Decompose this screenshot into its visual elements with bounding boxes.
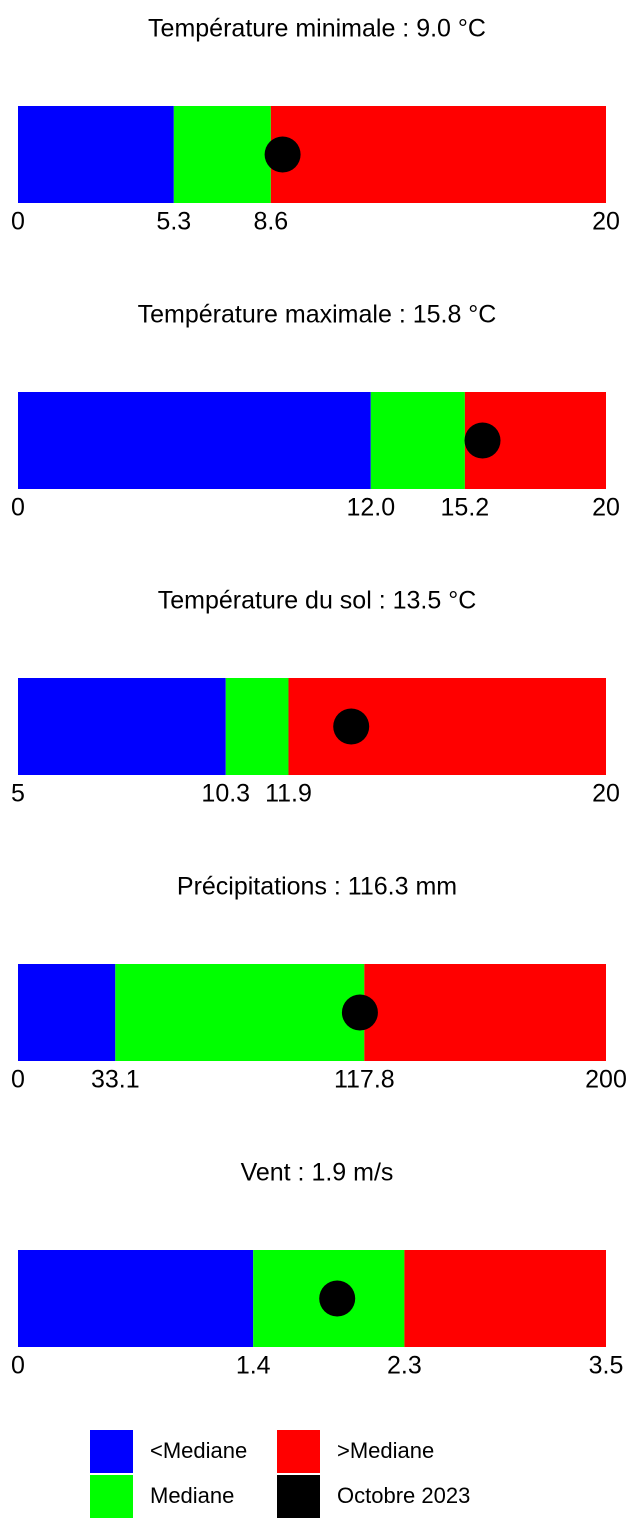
x-tick-label: 8.6 [253,208,288,236]
x-tick-label: 11.9 [265,780,312,808]
legend-label: Octobre 2023 [337,1483,470,1508]
range-segment [18,392,371,489]
range-segment [364,964,606,1061]
range-segment [18,678,226,775]
x-tick-label: 10.3 [201,780,250,808]
range-segment [173,106,271,203]
x-tick-label: 15.2 [441,494,490,522]
value-marker [341,994,378,1031]
panel-title: Précipitations : 116.3 mm [177,873,457,901]
range-segment [270,106,606,203]
legend-label: >Mediane [337,1438,434,1463]
x-tick-label: 20 [592,780,620,808]
x-tick-label: 0 [11,1352,25,1380]
x-tick-label: 2.3 [387,1352,422,1380]
value-marker [333,708,370,745]
value-marker [319,1280,356,1317]
panel-title: Température du sol : 13.5 °C [158,587,477,615]
x-tick-label: 200 [585,1066,627,1094]
range-segment [370,392,465,489]
range-segment [18,106,174,203]
x-tick-label: 1.4 [236,1352,271,1380]
x-tick-label: 0 [11,208,25,236]
range-segment [115,964,365,1061]
legend-label: <Mediane [150,1438,247,1463]
x-tick-label: 20 [592,208,620,236]
x-tick-label: 12.0 [346,494,395,522]
legend-swatch [90,1475,133,1518]
x-tick-label: 3.5 [589,1352,624,1380]
x-tick-label: 33.1 [91,1066,140,1094]
legend-swatch [277,1475,320,1518]
x-tick-label: 20 [592,494,620,522]
legend-swatch [277,1430,320,1473]
x-tick-label: 5 [11,780,25,808]
legend-label: Mediane [150,1483,234,1508]
range-segment [18,964,116,1061]
value-marker [464,422,501,459]
legend-swatch [90,1430,133,1473]
panel-title: Température minimale : 9.0 °C [148,15,486,43]
value-marker [264,136,301,173]
x-tick-label: 117.8 [334,1066,395,1094]
range-segment [225,678,289,775]
x-tick-label: 0 [11,494,25,522]
x-tick-label: 5.3 [156,208,191,236]
range-segment [18,1250,254,1347]
x-tick-label: 0 [11,1066,25,1094]
panel-title: Température maximale : 15.8 °C [138,301,497,329]
range-segment [404,1250,606,1347]
panel-title: Vent : 1.9 m/s [241,1159,394,1187]
